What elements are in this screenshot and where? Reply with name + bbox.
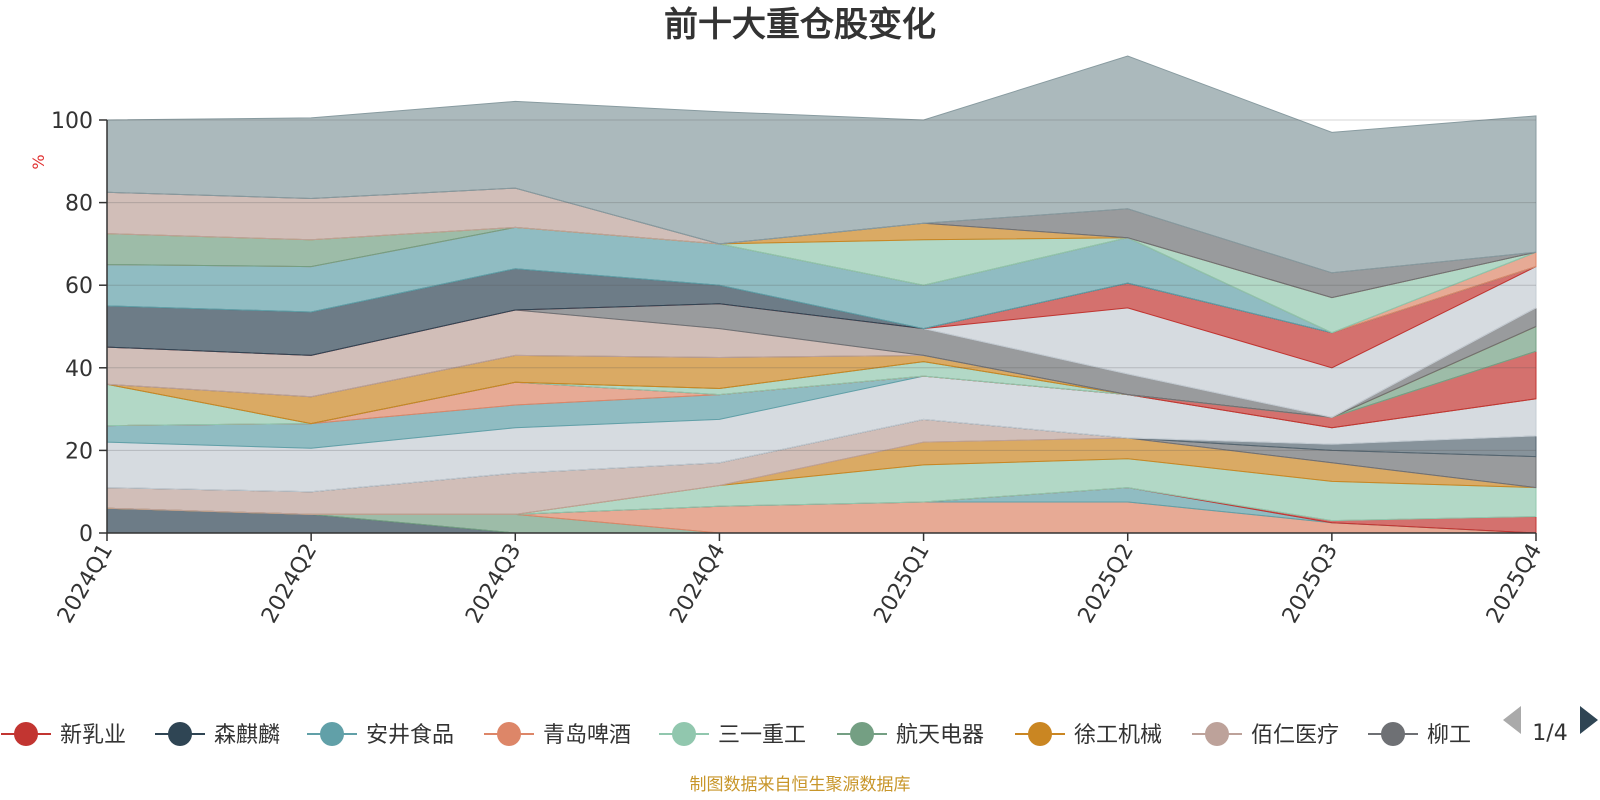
legend-marker-icon xyxy=(168,722,192,746)
legend-label: 安井食品 xyxy=(366,723,454,748)
legend-item[interactable]: 新乳业 xyxy=(1,722,126,748)
legend-label: 柳工 xyxy=(1427,723,1471,748)
legend-marker-icon xyxy=(850,722,874,746)
legend-item[interactable]: 航天电器 xyxy=(837,722,984,748)
legend-label: 新乳业 xyxy=(60,723,126,748)
legend-item[interactable]: 安井食品 xyxy=(307,722,454,748)
x-tick-label: 2025Q1 xyxy=(869,540,934,628)
x-tick-label: 2024Q1 xyxy=(53,540,118,628)
grid-lines xyxy=(107,119,1536,451)
legend-marker-icon xyxy=(1381,722,1405,746)
legend-marker-icon xyxy=(497,722,521,746)
area-series-30[interactable] xyxy=(106,55,1537,274)
legend-page-indicator: 1/4 xyxy=(1532,721,1567,746)
next-page-icon[interactable] xyxy=(1580,706,1598,734)
legend-item[interactable]: 徐工机械 xyxy=(1015,722,1162,748)
legend-label: 青岛啤酒 xyxy=(543,723,631,748)
x-tick-label: 2024Q4 xyxy=(665,540,730,628)
x-tick-label: 2024Q3 xyxy=(461,540,526,628)
legend-pager: 1/4 xyxy=(1503,706,1598,746)
y-tick-label: 60 xyxy=(65,274,93,299)
legend-marker-icon xyxy=(14,722,38,746)
legend-item[interactable]: 三一重工 xyxy=(659,722,806,748)
legend-item[interactable]: 森麒麟 xyxy=(155,722,280,748)
y-tick-label: 80 xyxy=(65,192,93,217)
legend-marker-icon xyxy=(1028,722,1052,746)
area-layers xyxy=(106,55,1537,534)
x-tick-label: 2025Q2 xyxy=(1074,540,1139,628)
legend-label: 航天电器 xyxy=(896,723,984,748)
legend-label: 徐工机械 xyxy=(1074,723,1162,748)
y-tick-label: 20 xyxy=(65,439,93,464)
x-tick-label: 2025Q3 xyxy=(1278,540,1343,628)
data-source-note: 制图数据来自恒生聚源数据库 xyxy=(690,775,911,795)
legend-marker-icon xyxy=(1205,722,1229,746)
y-tick-label: 100 xyxy=(51,109,93,134)
y-tick-label: 0 xyxy=(79,522,93,547)
prev-page-icon[interactable] xyxy=(1503,706,1521,734)
y-tick-label: 40 xyxy=(65,357,93,382)
legend-item[interactable]: 柳工 xyxy=(1368,722,1471,748)
legend-marker-icon xyxy=(320,722,344,746)
legend-label: 森麒麟 xyxy=(214,723,280,748)
legend-marker-icon xyxy=(672,722,696,746)
x-tick-label: 2024Q2 xyxy=(257,540,322,628)
chart-title: 前十大重仓股变化 xyxy=(664,5,936,45)
legend-item[interactable]: 青岛啤酒 xyxy=(484,722,631,748)
legend-label: 三一重工 xyxy=(718,723,806,748)
legend[interactable]: 新乳业 森麒麟 安井食品 青岛啤酒 三一重工 航天电器 徐工机械 佰仁医疗 柳工 xyxy=(1,722,1471,748)
y-axis-unit: % xyxy=(29,154,48,169)
legend-label: 佰仁医疗 xyxy=(1251,723,1339,748)
x-tick-label: 2025Q4 xyxy=(1482,540,1547,628)
legend-item[interactable]: 佰仁医疗 xyxy=(1192,722,1339,748)
